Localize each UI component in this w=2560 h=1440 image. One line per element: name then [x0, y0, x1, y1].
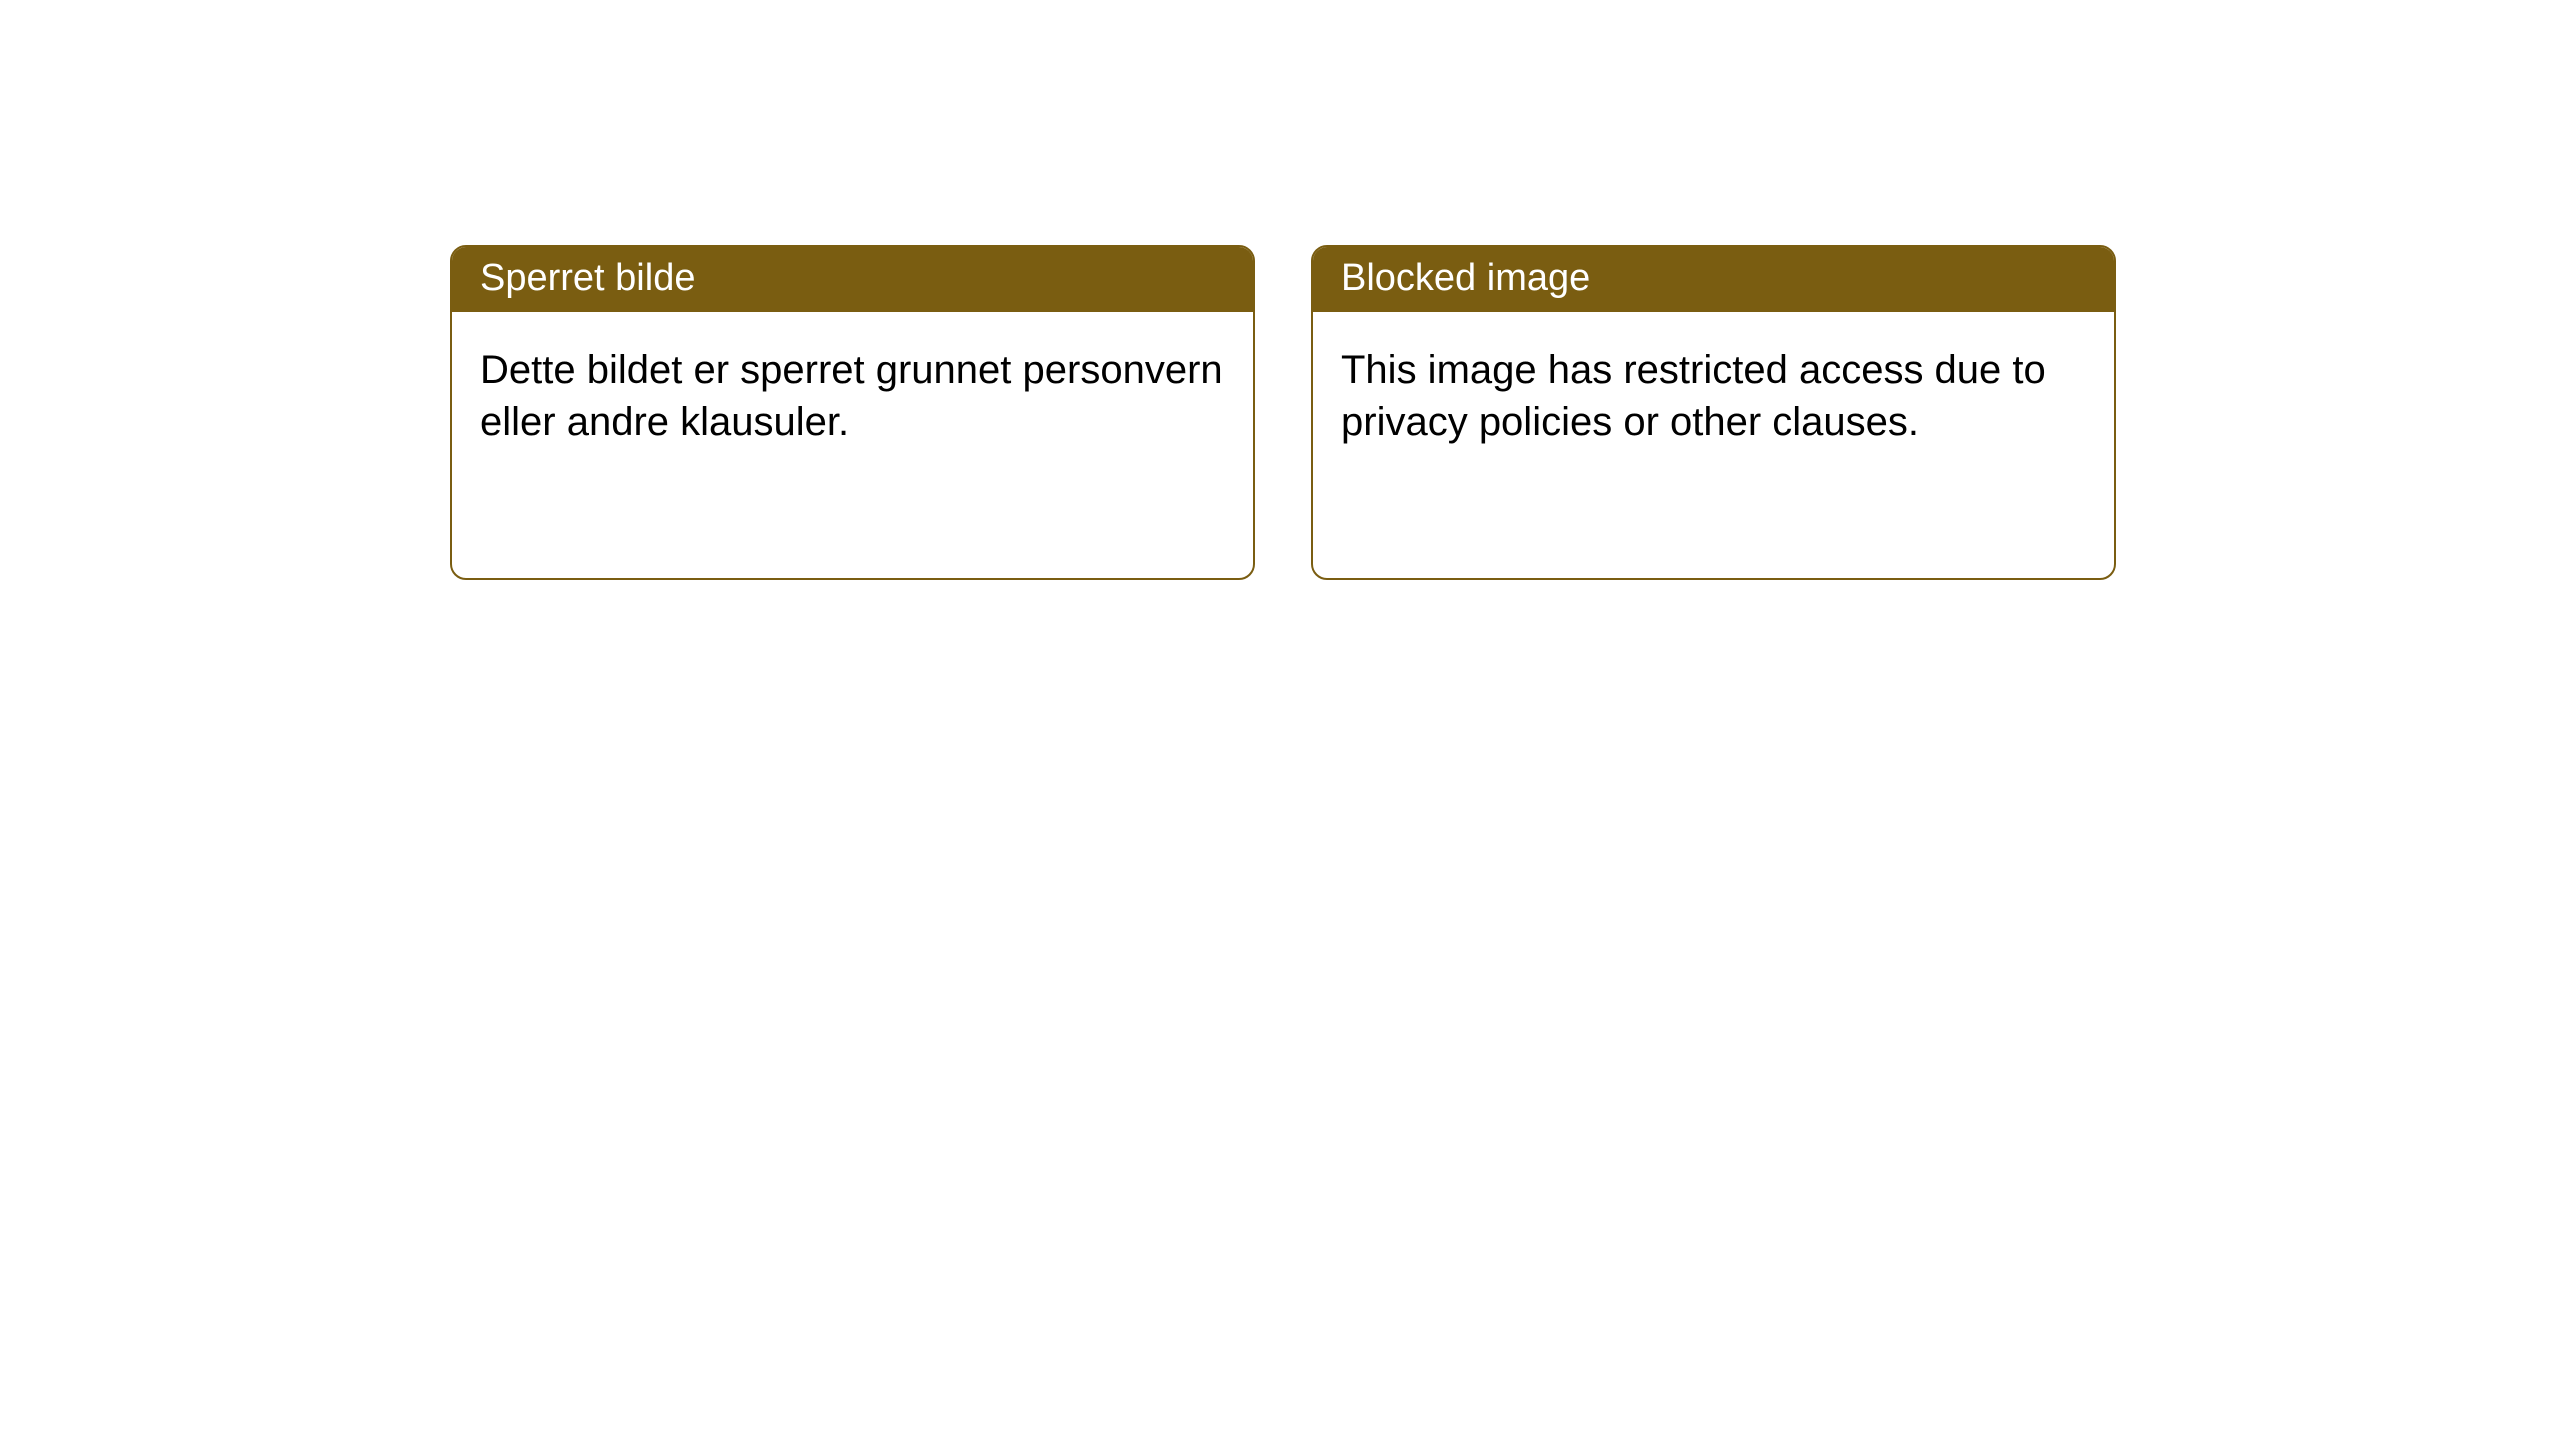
notice-header: Sperret bilde [452, 247, 1253, 312]
notice-header: Blocked image [1313, 247, 2114, 312]
notice-body: Dette bildet er sperret grunnet personve… [452, 312, 1253, 480]
notice-container: Sperret bilde Dette bildet er sperret gr… [0, 0, 2560, 580]
notice-body: This image has restricted access due to … [1313, 312, 2114, 480]
notice-box-english: Blocked image This image has restricted … [1311, 245, 2116, 580]
notice-box-norwegian: Sperret bilde Dette bildet er sperret gr… [450, 245, 1255, 580]
